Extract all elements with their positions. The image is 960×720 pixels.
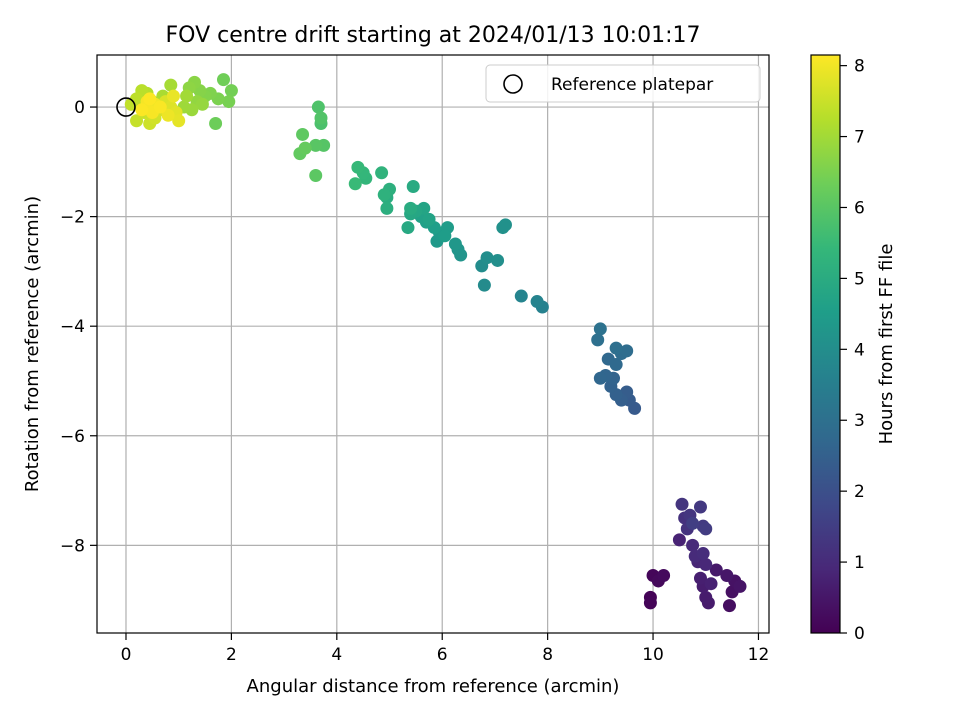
data-point <box>404 201 418 215</box>
colorbar-tick-label: 2 <box>854 482 865 502</box>
data-point <box>438 229 452 243</box>
grid-lines <box>97 55 769 633</box>
data-point <box>298 141 312 155</box>
x-axis-ticks: 0 2 4 6 8 10 12 <box>121 633 770 665</box>
data-point <box>224 84 238 98</box>
data-point <box>643 596 657 610</box>
data-point <box>172 114 186 128</box>
y-tick-label: −2 <box>60 208 85 228</box>
data-point <box>498 218 512 232</box>
data-point <box>672 533 686 547</box>
colorbar-ticks: 0 1 2 3 4 5 6 7 8 <box>840 57 865 644</box>
data-point <box>375 166 389 180</box>
data-point <box>130 114 144 128</box>
data-point <box>733 579 747 593</box>
data-point <box>406 179 420 193</box>
data-point <box>693 571 707 585</box>
data-point <box>591 333 605 347</box>
x-tick-label: 2 <box>226 645 237 665</box>
colorbar-frame <box>810 54 841 634</box>
data-point <box>696 547 710 561</box>
x-tick-label: 0 <box>121 645 132 665</box>
data-point <box>135 103 149 117</box>
data-point <box>448 237 462 251</box>
colorbar-tick-label: 0 <box>854 624 865 644</box>
data-point <box>377 188 391 202</box>
data-point <box>143 92 157 106</box>
colorbar-tick-label: 1 <box>854 553 865 573</box>
data-point <box>422 212 436 226</box>
data-point <box>180 89 194 103</box>
data-point <box>161 108 175 122</box>
colorbar-tick-label: 3 <box>854 411 865 431</box>
data-point <box>216 73 230 87</box>
data-point <box>309 138 323 152</box>
data-point <box>593 371 607 385</box>
colorbar-tick-label: 4 <box>854 340 865 360</box>
y-axis-ticks: 0 −2 −4 −6 −8 <box>60 98 97 556</box>
data-point <box>693 500 707 514</box>
data-point <box>311 100 325 114</box>
data-point <box>314 111 328 125</box>
data-point <box>480 251 494 265</box>
data-point <box>195 97 209 111</box>
colorbar-tick-label: 8 <box>854 57 865 77</box>
data-point <box>296 127 310 141</box>
colorbar-tick-label: 5 <box>854 269 865 289</box>
x-tick-label: 8 <box>542 645 553 665</box>
legend-label: Reference platepar <box>551 75 713 95</box>
data-point <box>686 538 700 552</box>
data-point <box>530 295 544 309</box>
chart-title: FOV centre drift starting at 2024/01/13 … <box>166 23 701 48</box>
colorbar-tick-label: 6 <box>854 198 865 218</box>
x-axis-label: Angular distance from reference (arcmin) <box>247 676 620 697</box>
colorbar <box>811 55 840 633</box>
x-tick-label: 10 <box>642 645 664 665</box>
data-point <box>704 577 718 591</box>
y-axis-label: Rotation from reference (arcmin) <box>22 196 43 492</box>
x-tick-label: 12 <box>748 645 770 665</box>
data-point <box>348 177 362 191</box>
data-point <box>351 160 365 174</box>
data-point <box>609 358 623 372</box>
data-point <box>675 497 689 511</box>
data-point <box>593 322 607 336</box>
legend-box <box>485 64 761 103</box>
plot-area-frame <box>96 54 770 634</box>
data-point <box>401 221 415 235</box>
data-point <box>153 100 167 114</box>
data-point <box>699 590 713 604</box>
data-point <box>222 95 236 109</box>
data-point <box>164 78 178 92</box>
data-point <box>620 344 634 358</box>
data-point <box>699 522 713 536</box>
data-points <box>124 73 747 613</box>
data-point <box>514 289 528 303</box>
y-tick-label: 0 <box>74 98 85 118</box>
data-point <box>477 278 491 292</box>
data-point <box>709 563 723 577</box>
legend: Reference platepar <box>485 64 761 103</box>
y-tick-label: −8 <box>60 536 85 556</box>
data-point <box>166 89 180 103</box>
data-point <box>722 599 736 613</box>
data-point <box>209 116 223 130</box>
data-point <box>309 169 323 183</box>
data-point <box>686 516 700 530</box>
data-point <box>491 253 505 267</box>
reference-platepar-marker <box>116 97 136 117</box>
legend-marker-icon <box>503 74 523 94</box>
y-tick-label: −4 <box>60 317 85 337</box>
x-tick-label: 6 <box>437 645 448 665</box>
data-point <box>657 568 671 582</box>
data-point <box>699 558 713 572</box>
data-point <box>380 201 394 215</box>
data-point <box>720 568 734 582</box>
y-tick-label: −6 <box>60 427 85 447</box>
data-point <box>609 341 623 355</box>
colorbar-label: Hours from first FF file <box>876 244 897 445</box>
colorbar-tick-label: 7 <box>854 128 865 148</box>
x-tick-label: 4 <box>331 645 342 665</box>
